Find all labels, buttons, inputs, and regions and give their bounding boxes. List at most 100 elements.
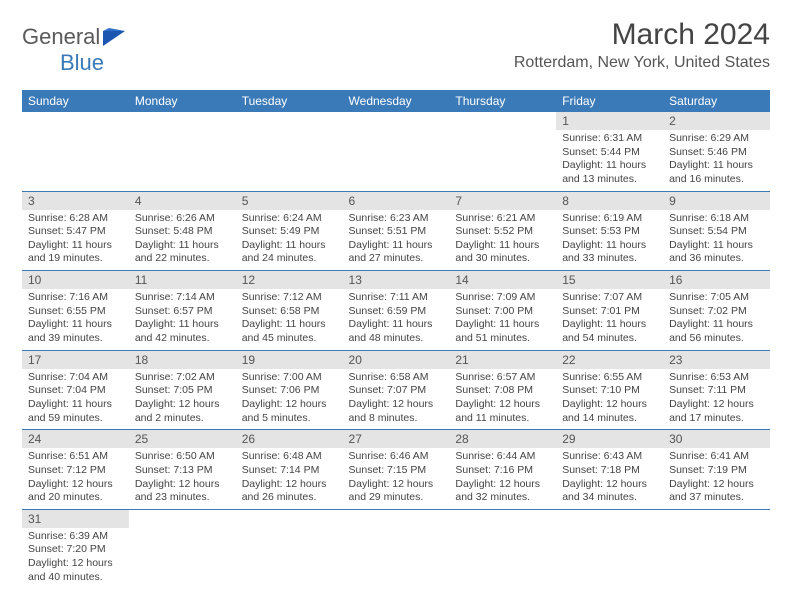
calendar-day-cell: 14Sunrise: 7:09 AMSunset: 7:00 PMDayligh… <box>449 271 556 351</box>
day-info: Sunrise: 6:19 AMSunset: 5:53 PMDaylight:… <box>556 210 663 271</box>
day-info: Sunrise: 7:14 AMSunset: 6:57 PMDaylight:… <box>129 289 236 350</box>
day-number: 16 <box>663 271 770 289</box>
day-number: 24 <box>22 430 129 448</box>
day-number: 15 <box>556 271 663 289</box>
calendar-row: 1Sunrise: 6:31 AMSunset: 5:44 PMDaylight… <box>22 112 770 191</box>
day-number: 11 <box>129 271 236 289</box>
calendar-day-cell: 28Sunrise: 6:44 AMSunset: 7:16 PMDayligh… <box>449 430 556 510</box>
calendar-row: 17Sunrise: 7:04 AMSunset: 7:04 PMDayligh… <box>22 350 770 430</box>
day-number: 12 <box>236 271 343 289</box>
day-info: Sunrise: 6:46 AMSunset: 7:15 PMDaylight:… <box>343 448 450 509</box>
calendar-row: 24Sunrise: 6:51 AMSunset: 7:12 PMDayligh… <box>22 430 770 510</box>
day-number: 14 <box>449 271 556 289</box>
weekday-header: Wednesday <box>343 90 450 112</box>
day-number: 6 <box>343 192 450 210</box>
calendar-day-cell: 22Sunrise: 6:55 AMSunset: 7:10 PMDayligh… <box>556 350 663 430</box>
logo: General <box>22 24 127 50</box>
day-info: Sunrise: 7:16 AMSunset: 6:55 PMDaylight:… <box>22 289 129 350</box>
day-number: 9 <box>663 192 770 210</box>
day-number: 20 <box>343 351 450 369</box>
day-number: 29 <box>556 430 663 448</box>
calendar-day-cell: 17Sunrise: 7:04 AMSunset: 7:04 PMDayligh… <box>22 350 129 430</box>
day-info: Sunrise: 6:39 AMSunset: 7:20 PMDaylight:… <box>22 528 129 589</box>
day-info: Sunrise: 7:05 AMSunset: 7:02 PMDaylight:… <box>663 289 770 350</box>
calendar-day-cell: 2Sunrise: 6:29 AMSunset: 5:46 PMDaylight… <box>663 112 770 191</box>
empty-cell <box>129 509 236 588</box>
day-info: Sunrise: 6:57 AMSunset: 7:08 PMDaylight:… <box>449 369 556 430</box>
weekday-header-row: Sunday Monday Tuesday Wednesday Thursday… <box>22 90 770 112</box>
calendar-day-cell: 5Sunrise: 6:24 AMSunset: 5:49 PMDaylight… <box>236 191 343 271</box>
day-info: Sunrise: 6:31 AMSunset: 5:44 PMDaylight:… <box>556 130 663 191</box>
calendar-day-cell: 11Sunrise: 7:14 AMSunset: 6:57 PMDayligh… <box>129 271 236 351</box>
calendar-row: 10Sunrise: 7:16 AMSunset: 6:55 PMDayligh… <box>22 271 770 351</box>
day-info: Sunrise: 7:02 AMSunset: 7:05 PMDaylight:… <box>129 369 236 430</box>
day-number: 31 <box>22 510 129 528</box>
day-info: Sunrise: 6:26 AMSunset: 5:48 PMDaylight:… <box>129 210 236 271</box>
day-info: Sunrise: 6:48 AMSunset: 7:14 PMDaylight:… <box>236 448 343 509</box>
day-number: 30 <box>663 430 770 448</box>
day-number: 13 <box>343 271 450 289</box>
calendar-day-cell: 29Sunrise: 6:43 AMSunset: 7:18 PMDayligh… <box>556 430 663 510</box>
calendar-day-cell: 16Sunrise: 7:05 AMSunset: 7:02 PMDayligh… <box>663 271 770 351</box>
day-info: Sunrise: 6:21 AMSunset: 5:52 PMDaylight:… <box>449 210 556 271</box>
day-info: Sunrise: 6:58 AMSunset: 7:07 PMDaylight:… <box>343 369 450 430</box>
empty-cell <box>236 509 343 588</box>
day-info: Sunrise: 7:07 AMSunset: 7:01 PMDaylight:… <box>556 289 663 350</box>
day-info: Sunrise: 6:53 AMSunset: 7:11 PMDaylight:… <box>663 369 770 430</box>
logo-text-blue: Blue <box>60 50 104 75</box>
day-number: 1 <box>556 112 663 130</box>
day-number: 3 <box>22 192 129 210</box>
day-info: Sunrise: 6:18 AMSunset: 5:54 PMDaylight:… <box>663 210 770 271</box>
day-number: 10 <box>22 271 129 289</box>
empty-cell <box>343 112 450 191</box>
day-info: Sunrise: 6:23 AMSunset: 5:51 PMDaylight:… <box>343 210 450 271</box>
empty-cell <box>343 509 450 588</box>
weekday-header: Friday <box>556 90 663 112</box>
day-info: Sunrise: 6:44 AMSunset: 7:16 PMDaylight:… <box>449 448 556 509</box>
day-number: 26 <box>236 430 343 448</box>
month-title: March 2024 <box>514 18 770 52</box>
empty-cell <box>129 112 236 191</box>
day-info: Sunrise: 6:28 AMSunset: 5:47 PMDaylight:… <box>22 210 129 271</box>
day-number: 28 <box>449 430 556 448</box>
empty-cell <box>449 112 556 191</box>
calendar-day-cell: 8Sunrise: 6:19 AMSunset: 5:53 PMDaylight… <box>556 191 663 271</box>
day-number: 25 <box>129 430 236 448</box>
empty-cell <box>663 509 770 588</box>
calendar-day-cell: 6Sunrise: 6:23 AMSunset: 5:51 PMDaylight… <box>343 191 450 271</box>
calendar-day-cell: 4Sunrise: 6:26 AMSunset: 5:48 PMDaylight… <box>129 191 236 271</box>
calendar-day-cell: 7Sunrise: 6:21 AMSunset: 5:52 PMDaylight… <box>449 191 556 271</box>
day-info: Sunrise: 7:04 AMSunset: 7:04 PMDaylight:… <box>22 369 129 430</box>
day-number: 21 <box>449 351 556 369</box>
day-info: Sunrise: 6:55 AMSunset: 7:10 PMDaylight:… <box>556 369 663 430</box>
day-number: 2 <box>663 112 770 130</box>
day-number: 27 <box>343 430 450 448</box>
day-number: 8 <box>556 192 663 210</box>
flag-icon <box>103 28 127 46</box>
calendar-day-cell: 30Sunrise: 6:41 AMSunset: 7:19 PMDayligh… <box>663 430 770 510</box>
calendar-day-cell: 12Sunrise: 7:12 AMSunset: 6:58 PMDayligh… <box>236 271 343 351</box>
day-number: 18 <box>129 351 236 369</box>
calendar-table: Sunday Monday Tuesday Wednesday Thursday… <box>22 90 770 588</box>
empty-cell <box>236 112 343 191</box>
day-info: Sunrise: 7:00 AMSunset: 7:06 PMDaylight:… <box>236 369 343 430</box>
day-info: Sunrise: 7:09 AMSunset: 7:00 PMDaylight:… <box>449 289 556 350</box>
calendar-day-cell: 24Sunrise: 6:51 AMSunset: 7:12 PMDayligh… <box>22 430 129 510</box>
calendar-day-cell: 13Sunrise: 7:11 AMSunset: 6:59 PMDayligh… <box>343 271 450 351</box>
weekday-header: Thursday <box>449 90 556 112</box>
calendar-day-cell: 21Sunrise: 6:57 AMSunset: 7:08 PMDayligh… <box>449 350 556 430</box>
weekday-header: Sunday <box>22 90 129 112</box>
day-number: 17 <box>22 351 129 369</box>
calendar-day-cell: 25Sunrise: 6:50 AMSunset: 7:13 PMDayligh… <box>129 430 236 510</box>
weekday-header: Monday <box>129 90 236 112</box>
calendar-day-cell: 15Sunrise: 7:07 AMSunset: 7:01 PMDayligh… <box>556 271 663 351</box>
calendar-day-cell: 23Sunrise: 6:53 AMSunset: 7:11 PMDayligh… <box>663 350 770 430</box>
calendar-day-cell: 3Sunrise: 6:28 AMSunset: 5:47 PMDaylight… <box>22 191 129 271</box>
weekday-header: Tuesday <box>236 90 343 112</box>
calendar-day-cell: 1Sunrise: 6:31 AMSunset: 5:44 PMDaylight… <box>556 112 663 191</box>
calendar-day-cell: 31Sunrise: 6:39 AMSunset: 7:20 PMDayligh… <box>22 509 129 588</box>
day-info: Sunrise: 6:41 AMSunset: 7:19 PMDaylight:… <box>663 448 770 509</box>
empty-cell <box>556 509 663 588</box>
day-number: 23 <box>663 351 770 369</box>
logo-text-general: General <box>22 24 100 50</box>
